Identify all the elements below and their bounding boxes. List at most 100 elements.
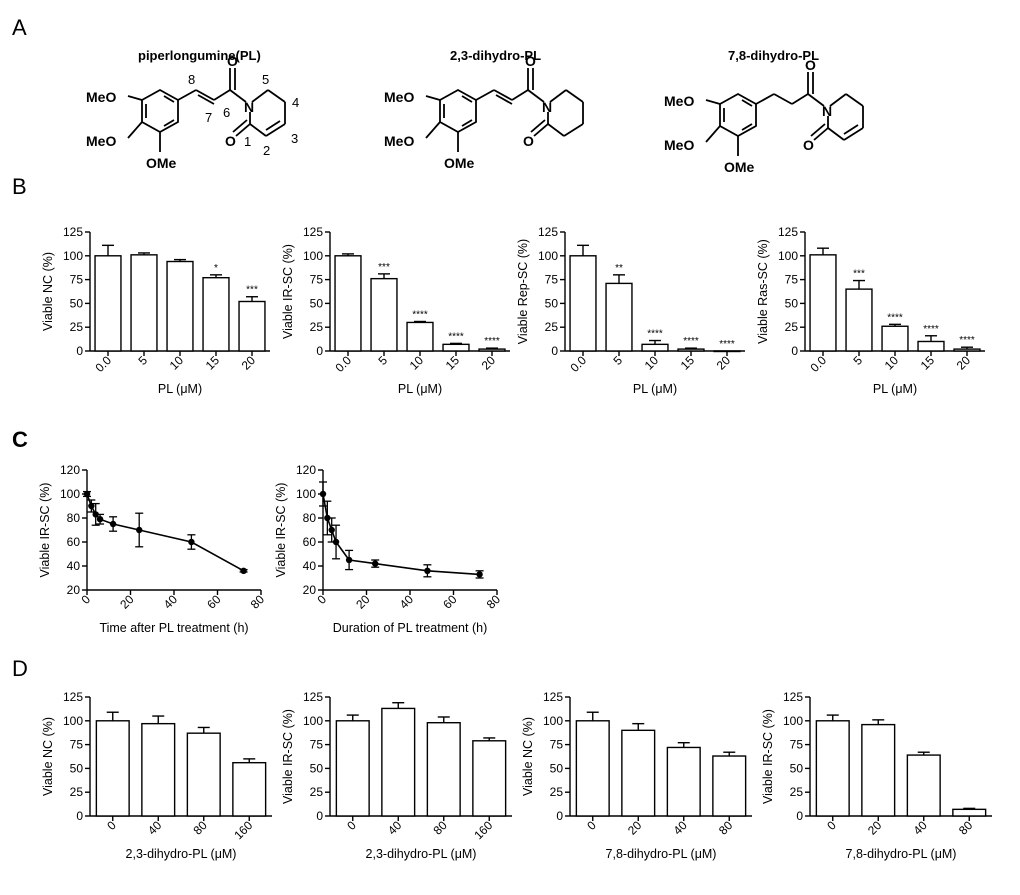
bar [202,276,230,352]
chem-label: N [822,103,832,119]
y-tick-label: 75 [545,273,559,287]
atom-number: 1 [244,134,251,149]
y-axis-label: Viable IR-SC (%) [281,709,295,804]
y-tick-label: 50 [785,296,799,310]
y-tick-label: 0 [76,809,83,823]
data-point [136,526,143,534]
bar [130,254,158,352]
y-tick-label: 0 [556,809,563,823]
chart-b4-viable-ras-sc: 0 25 50 75 100 125 Viable Ras-SC (%) 0.0 5 *** 10 *… [756,225,985,396]
y-tick-label: 0 [76,344,83,358]
significance-marker: **** [923,324,939,335]
y-tick-label: 75 [70,273,84,287]
bar [166,260,194,352]
significance-marker: **** [647,329,663,340]
y-tick-label: 125 [303,690,323,704]
x-tick-label: 40 [385,818,405,838]
x-tick-label: 20 [625,818,645,838]
chem-label: MeO [384,89,414,105]
y-tick-label: 120 [296,463,316,477]
bar [861,723,896,817]
bar [381,707,416,817]
y-tick-label: 100 [296,487,316,501]
y-axis-label: Viable NC (%) [521,717,535,796]
y-tick-label: 0 [316,344,323,358]
x-axis-label: PL (μM) [158,382,202,396]
bar [186,732,221,817]
panel-letter-a: A [12,15,27,40]
x-tick-label: 20 [954,353,974,373]
chart-d1-23-dihydro-nc: 0 25 50 75 100 125 Viable NC (%) 0 40 80 160 2,3-di… [41,690,272,861]
y-tick-label: 0 [551,344,558,358]
chart-d4-78-dihydro-ir-sc: 0 25 50 75 100 125 Viable IR-SC (%) 0 20 40 80 7,8-… [761,690,992,861]
y-tick-label: 40 [67,559,81,573]
chem-label: OMe [146,155,177,171]
significance-marker: **** [484,336,500,347]
structure-piperlongumine: piperlongumine(PL) MeO [86,48,299,171]
y-tick-label: 25 [310,320,324,334]
x-tick-label: 0 [104,818,119,833]
data-point [372,560,379,567]
y-tick-label: 100 [303,249,323,263]
y-tick-label: 25 [70,785,84,799]
atom-number: 8 [188,72,195,87]
y-axis-label: Viable IR-SC (%) [38,483,52,578]
y-tick-label: 125 [538,225,558,239]
bar [232,761,267,817]
y-tick-label: 75 [785,273,799,287]
bar [478,348,506,352]
data-point [332,538,340,546]
chart-b3-viable-rep-sc: 0 25 50 75 100 125 Viable Rep-SC (%) 0.0 5 ** 10 **… [516,225,745,396]
y-tick-label: 50 [550,761,564,775]
y-tick-label: 125 [783,690,803,704]
significance-marker: **** [719,339,735,350]
data-point [92,511,99,518]
chem-label: MeO [86,89,116,105]
bar [426,722,461,817]
bar [809,254,837,352]
x-tick-label: 20 [714,353,734,373]
x-tick-label: 160 [231,818,255,842]
x-tick-label: 5 [375,353,390,368]
x-axis-label: PL (μM) [633,382,677,396]
structure-bonds [127,68,286,152]
data-point [424,567,431,574]
x-tick-label: 60 [204,592,224,612]
atom-number: 4 [292,95,299,110]
bar [621,729,656,817]
x-tick-label: 10 [882,353,902,373]
x-tick-label: 80 [248,592,268,612]
y-tick-label: 50 [310,761,324,775]
panel-letter-d: D [12,656,28,681]
series-line [86,493,244,572]
x-tick-label: 20 [239,353,259,373]
bar [370,277,398,352]
y-tick-label: 75 [310,273,324,287]
chem-label: O [523,133,534,149]
chem-label: MeO [664,93,694,109]
y-tick-label: 125 [303,225,323,239]
x-tick-label: 0.0 [807,353,829,375]
x-tick-label: 0 [78,592,93,607]
y-axis-label: Viable IR-SC (%) [761,709,775,804]
x-tick-label: 40 [145,818,165,838]
y-tick-label: 25 [545,320,559,334]
significance-marker: ** [615,263,623,274]
y-tick-label: 0 [791,344,798,358]
structure-23-dihydro-pl: 2,3-dihydro-PL MeO MeO O [384,48,584,171]
significance-marker: **** [959,335,975,346]
y-tick-label: 80 [67,511,81,525]
bar [472,740,507,817]
x-tick-label: 5 [850,353,865,368]
x-tick-label: 0 [584,818,599,833]
x-tick-label: 80 [716,818,736,838]
y-tick-label: 100 [783,714,803,728]
y-tick-label: 100 [60,487,80,501]
y-tick-label: 25 [790,785,804,799]
bar [906,754,941,817]
significance-marker: *** [246,285,258,296]
x-tick-label: 40 [161,592,181,612]
bar [442,343,470,352]
